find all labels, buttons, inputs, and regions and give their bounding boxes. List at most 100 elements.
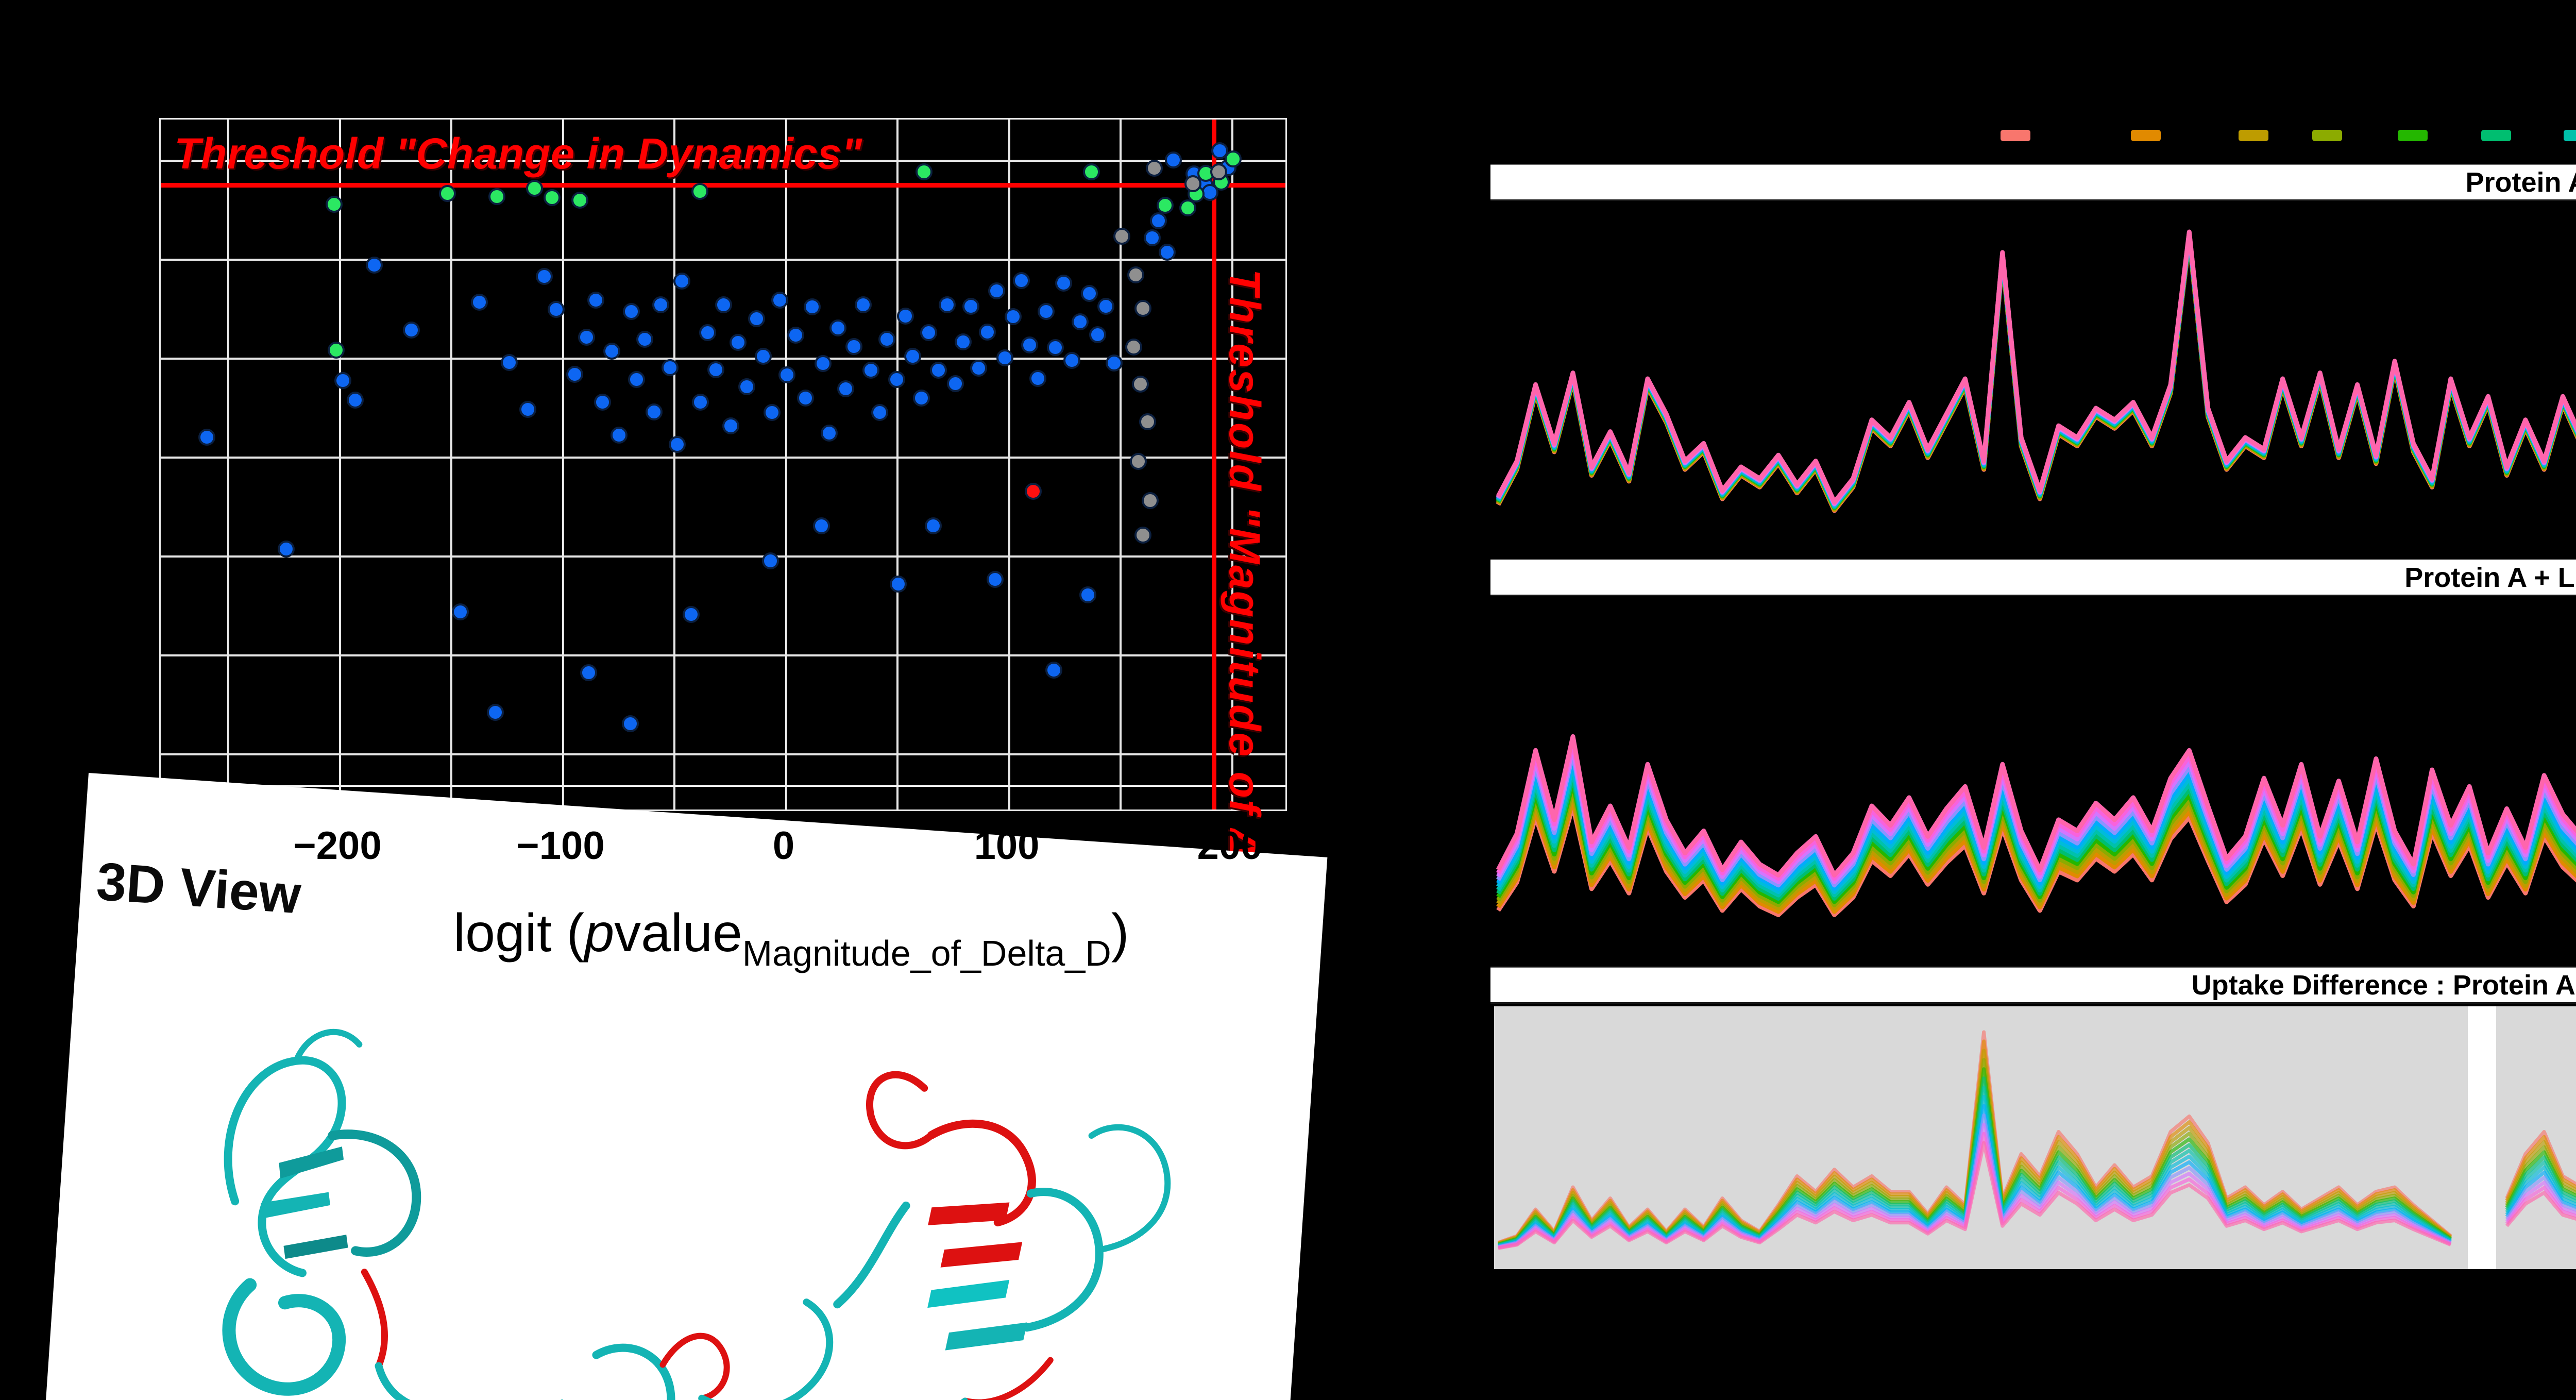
volcano-point[interactable]: [813, 517, 830, 534]
volcano-point[interactable]: [988, 282, 1005, 299]
volcano-point[interactable]: [683, 606, 700, 623]
series-line[interactable]: [1496, 233, 2576, 508]
volcano-point[interactable]: [1127, 266, 1144, 283]
series-line[interactable]: [1496, 231, 2576, 506]
volcano-point[interactable]: [904, 348, 921, 365]
volcano-point[interactable]: [1130, 453, 1147, 470]
volcano-point[interactable]: [1146, 160, 1163, 177]
volcano-point[interactable]: [692, 394, 709, 411]
volcano-point[interactable]: [691, 183, 708, 200]
volcano-point[interactable]: [662, 359, 679, 376]
volcano-point[interactable]: [580, 664, 597, 681]
protein-ribbon-3d[interactable]: [60, 913, 1282, 1400]
volcano-point[interactable]: [328, 342, 345, 359]
volcano-point[interactable]: [326, 196, 343, 213]
volcano-point[interactable]: [548, 301, 565, 318]
volcano-point[interactable]: [1047, 339, 1064, 356]
volcano-point[interactable]: [1072, 313, 1089, 330]
volcano-point[interactable]: [730, 334, 747, 351]
volcano-point[interactable]: [334, 372, 351, 389]
volcano-point[interactable]: [1081, 285, 1098, 302]
volcano-point[interactable]: [862, 362, 879, 379]
legend-key[interactable]: [2564, 130, 2576, 141]
volcano-point[interactable]: [1144, 229, 1161, 246]
volcano-point[interactable]: [888, 371, 905, 388]
series-line[interactable]: [1496, 235, 2576, 511]
volcano-point[interactable]: [1025, 483, 1042, 500]
threshold-vline[interactable]: [1212, 120, 1216, 809]
volcano-point[interactable]: [471, 294, 488, 311]
volcano-point[interactable]: [669, 436, 686, 453]
volcano-point[interactable]: [1134, 300, 1151, 317]
3d-view-card[interactable]: 3D View: [39, 773, 1328, 1400]
volcano-point[interactable]: [571, 192, 588, 209]
volcano-point[interactable]: [1150, 212, 1167, 229]
volcano-point[interactable]: [1125, 339, 1142, 356]
volcano-point[interactable]: [787, 327, 804, 344]
volcano-point[interactable]: [673, 273, 690, 290]
volcano-point[interactable]: [1063, 352, 1080, 369]
volcano-point[interactable]: [1045, 662, 1062, 679]
chart-uptake-difference[interactable]: [1494, 1006, 2576, 1269]
legend-key[interactable]: [2001, 130, 2030, 141]
volcano-point[interactable]: [715, 296, 732, 313]
volcano-point[interactable]: [939, 296, 956, 313]
volcano-point[interactable]: [628, 371, 645, 388]
series-line[interactable]: [1496, 237, 2576, 512]
volcano-point[interactable]: [1184, 175, 1201, 192]
series-line[interactable]: [1496, 238, 2576, 513]
series-line[interactable]: [1496, 232, 2576, 508]
volcano-point[interactable]: [778, 366, 795, 383]
volcano-point[interactable]: [578, 329, 595, 346]
volcano-point[interactable]: [837, 380, 854, 397]
volcano-point[interactable]: [821, 425, 838, 442]
legend-key[interactable]: [2481, 130, 2511, 141]
volcano-point[interactable]: [566, 366, 583, 383]
volcano-point[interactable]: [1089, 326, 1106, 343]
legend-key[interactable]: [2398, 130, 2428, 141]
volcano-point[interactable]: [762, 552, 779, 569]
volcano-point[interactable]: [845, 338, 862, 355]
volcano-point[interactable]: [970, 360, 987, 377]
series-line[interactable]: [1496, 231, 2576, 507]
volcano-point[interactable]: [1079, 586, 1096, 603]
legend-key[interactable]: [2239, 130, 2268, 141]
volcano-point[interactable]: [930, 362, 947, 379]
volcano-point[interactable]: [636, 331, 653, 348]
series-line[interactable]: [1496, 230, 2576, 505]
volcano-point[interactable]: [871, 404, 888, 421]
volcano-point[interactable]: [897, 308, 914, 325]
volcano-point[interactable]: [829, 319, 846, 336]
series-line[interactable]: [1496, 235, 2576, 510]
volcano-point[interactable]: [804, 298, 821, 315]
volcano-point[interactable]: [722, 417, 739, 434]
volcano-point[interactable]: [1225, 150, 1242, 167]
volcano-point[interactable]: [366, 257, 383, 274]
volcano-point[interactable]: [1134, 527, 1151, 544]
legend-key[interactable]: [2312, 130, 2342, 141]
volcano-point[interactable]: [878, 331, 895, 348]
chart-protein-a[interactable]: [1494, 206, 2576, 549]
volcano-point[interactable]: [913, 390, 930, 407]
volcano-point[interactable]: [815, 355, 832, 372]
series-line[interactable]: [1498, 1141, 2452, 1250]
volcano-point[interactable]: [738, 378, 755, 395]
series-line[interactable]: [1496, 233, 2576, 509]
volcano-point[interactable]: [797, 390, 814, 407]
volcano-point[interactable]: [452, 603, 469, 620]
volcano-point[interactable]: [501, 354, 518, 371]
volcano-point[interactable]: [1211, 142, 1228, 159]
volcano-point[interactable]: [623, 303, 640, 320]
volcano-point[interactable]: [646, 403, 663, 420]
volcano-point[interactable]: [1157, 197, 1174, 214]
volcano-point[interactable]: [1055, 275, 1072, 292]
volcano-point[interactable]: [1097, 298, 1114, 315]
volcano-point[interactable]: [699, 324, 716, 341]
volcano-point[interactable]: [1005, 308, 1022, 325]
volcano-point[interactable]: [526, 180, 543, 197]
volcano-point[interactable]: [544, 189, 561, 206]
volcano-point[interactable]: [403, 322, 420, 339]
volcano-plot[interactable]: Threshold "Change in Dynamics" Threshold…: [159, 118, 1287, 915]
series-line[interactable]: [1496, 632, 2576, 878]
volcano-point[interactable]: [594, 394, 611, 411]
